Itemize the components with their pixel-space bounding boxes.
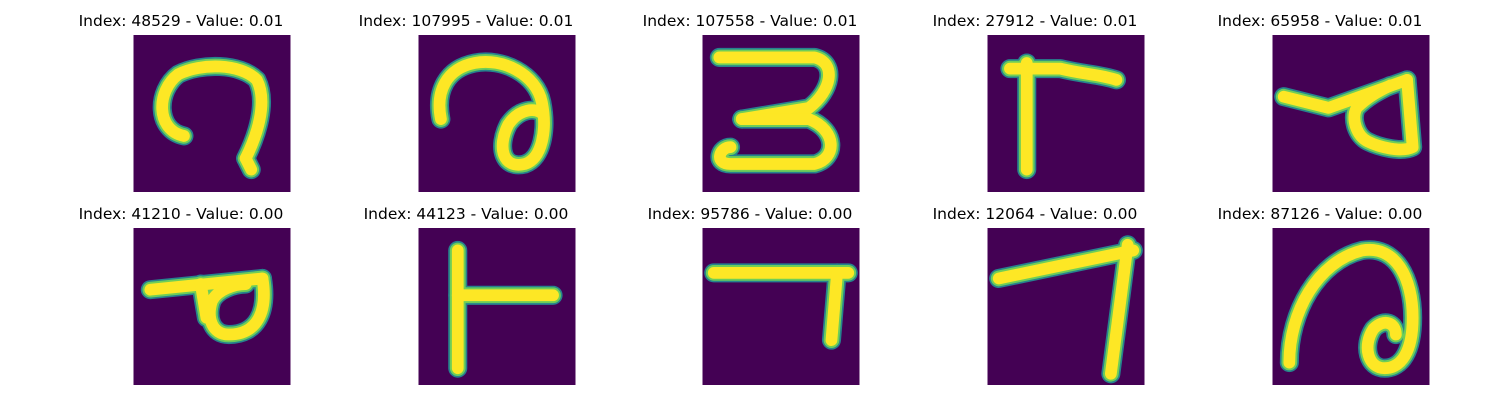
panel-title: Index: 107995 - Value: 0.01 [358, 12, 574, 30]
digit-image [133, 228, 291, 385]
image-panel-6: Index: 41210 - Value: 0.00 [31, 193, 331, 385]
digit-image [702, 35, 860, 192]
image-panel-9: Index: 12064 - Value: 0.00 [885, 193, 1185, 385]
digit-image [987, 35, 1145, 192]
panel-title: Index: 48529 - Value: 0.01 [78, 12, 284, 30]
digit-image-svg [133, 35, 291, 192]
glyph-gamma-shape [1000, 53, 1126, 180]
digit-image-svg [702, 228, 860, 385]
digit-image-svg [987, 228, 1145, 385]
digit-image [1272, 35, 1430, 192]
image-panel-5: Index: 65958 - Value: 0.01 [1170, 0, 1470, 192]
glyph-loop-curl [430, 52, 554, 175]
digit-image [418, 228, 576, 385]
panel-title: Index: 12064 - Value: 0.00 [932, 205, 1138, 223]
panel-title: Index: 87126 - Value: 0.00 [1217, 205, 1423, 223]
panel-title: Index: 65958 - Value: 0.01 [1217, 12, 1423, 30]
panel-title: Index: 27912 - Value: 0.01 [932, 12, 1138, 30]
glyph-three-shape [709, 47, 841, 174]
glyph-t-shape [448, 240, 563, 378]
digit-image-svg [1272, 228, 1430, 385]
digit-image-svg [987, 35, 1145, 192]
glyph-p-loop [140, 268, 274, 345]
glyph-seven-long [989, 235, 1143, 384]
digit-image [702, 228, 860, 385]
image-panel-10: Index: 87126 - Value: 0.00 [1170, 193, 1470, 385]
image-panel-3: Index: 107558 - Value: 0.01 [600, 0, 900, 192]
image-panel-1: Index: 48529 - Value: 0.01 [31, 0, 331, 192]
digit-image-svg [418, 228, 576, 385]
image-panel-7: Index: 44123 - Value: 0.00 [316, 193, 616, 385]
panel-title: Index: 44123 - Value: 0.00 [363, 205, 569, 223]
digit-image [418, 35, 576, 192]
digit-image-svg [702, 35, 860, 192]
digit-image-svg [133, 228, 291, 385]
digit-image [133, 35, 291, 192]
panel-title: Index: 41210 - Value: 0.00 [78, 205, 284, 223]
image-panel-4: Index: 27912 - Value: 0.01 [885, 0, 1185, 192]
image-panel-2: Index: 107995 - Value: 0.01 [316, 0, 616, 192]
digit-image [987, 228, 1145, 385]
digit-image-svg [1272, 35, 1430, 192]
glyph-looped-flag [1274, 70, 1423, 159]
glyph-seven-short [704, 263, 858, 350]
image-panel-8: Index: 95786 - Value: 0.00 [600, 193, 900, 385]
panel-title: Index: 107558 - Value: 0.01 [642, 12, 858, 30]
glyph-swirl-loop [1279, 240, 1423, 378]
panel-title: Index: 95786 - Value: 0.00 [647, 205, 853, 223]
digit-image [1272, 228, 1430, 385]
digit-image-svg [418, 35, 576, 192]
glyph-hook-curl [152, 57, 272, 180]
